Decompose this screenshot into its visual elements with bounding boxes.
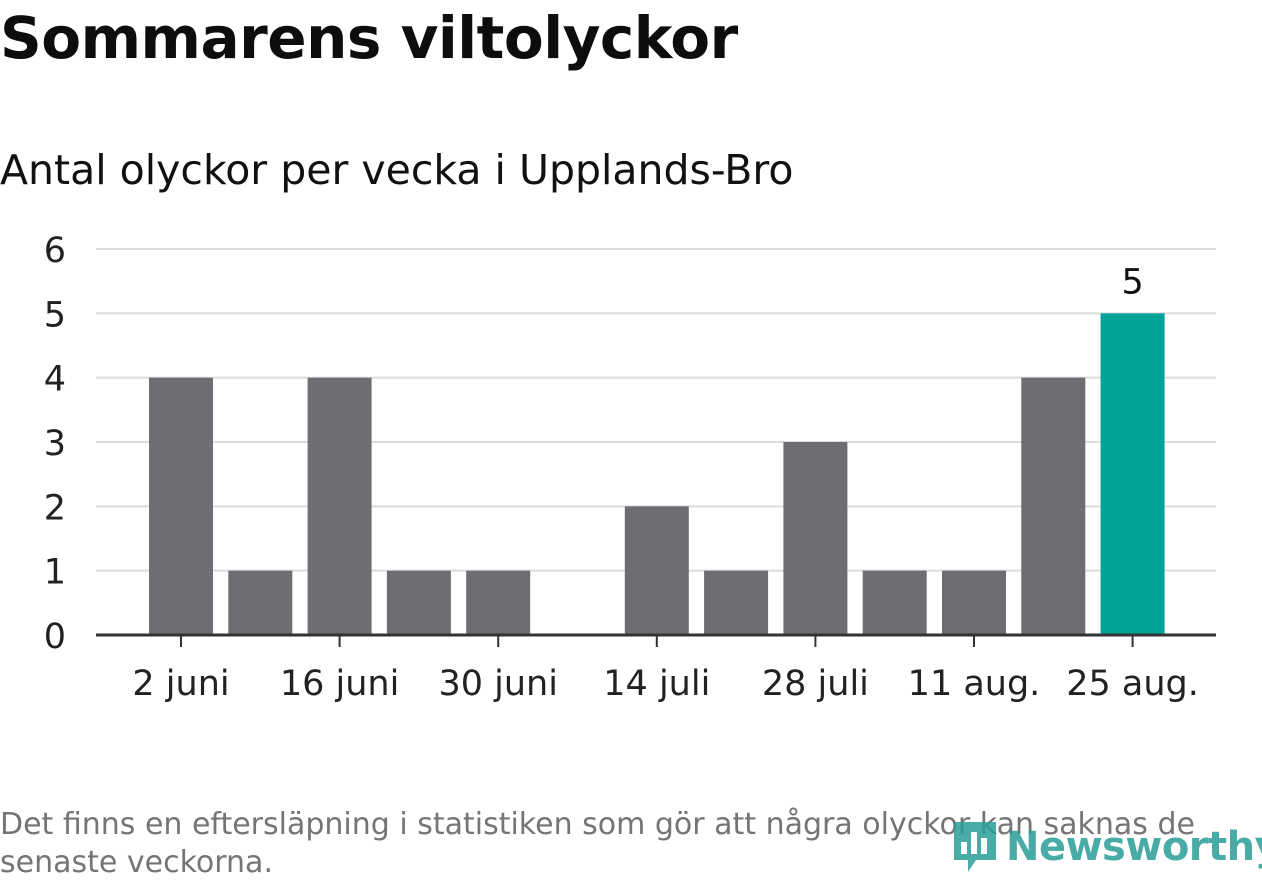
bar [942,570,1006,635]
x-tick-label: 16 juni [280,664,399,704]
logo-text: Newsworthy [1006,824,1262,870]
bar [307,377,372,635]
y-tick-label: 2 [44,488,66,528]
bar-chart-speech-bubble-icon [954,822,996,872]
y-tick-label: 1 [44,553,66,593]
chart-subtitle: Antal olyckor per vecka i Upplands-Bro [0,146,794,194]
chart-title: Sommarens viltolyckor [0,4,738,72]
y-tick-label: 0 [44,617,66,657]
x-tick-label: 11 aug. [908,664,1041,704]
y-tick-label: 3 [44,424,66,464]
x-tick-label: 14 juli [603,664,710,704]
bar [466,570,531,635]
y-tick-label: 5 [44,295,66,335]
newsworthy-logo: Newsworthy [950,818,1262,876]
bar [1021,377,1086,635]
x-tick-label: 25 aug. [1066,664,1199,704]
bar [624,506,689,635]
x-tick-label: 2 juni [132,664,229,704]
bar [149,377,213,635]
bar [862,570,927,635]
x-tick-label: 30 juni [438,664,557,704]
y-tick-label: 4 [44,360,66,400]
y-tick-label: 6 [44,231,66,271]
bar [1100,313,1165,635]
bar [704,570,769,635]
bar [386,570,451,635]
data-label: 5 [1121,262,1143,302]
x-tick-label: 28 juli [762,664,869,704]
bar [228,570,293,635]
bar [783,442,848,635]
